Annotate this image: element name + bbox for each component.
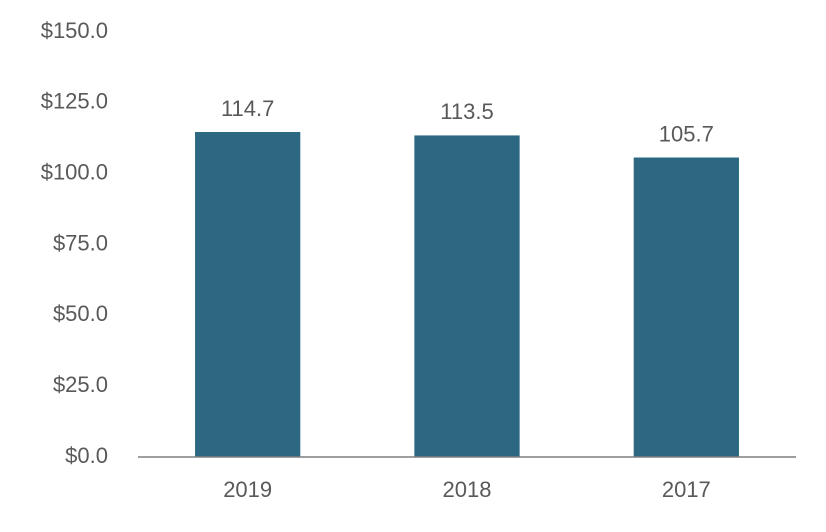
value-label: 105.7 [659,121,714,146]
y-tick-label: $125.0 [41,89,108,114]
y-tick-label: $100.0 [41,159,108,184]
x-tick-label: 2017 [662,477,711,502]
y-tick-label: $0.0 [65,443,108,468]
y-tick-label: $150.0 [41,18,108,43]
x-tick-label: 2018 [443,477,492,502]
value-label: 113.5 [440,99,493,124]
x-tick-label: 2019 [223,477,272,502]
value-label: 114.7 [221,96,274,121]
bar [633,157,739,457]
y-tick-label: $50.0 [53,301,108,326]
y-tick-label: $25.0 [53,372,108,397]
y-tick-label: $75.0 [53,230,108,255]
bar [195,132,301,457]
bar [414,135,520,457]
